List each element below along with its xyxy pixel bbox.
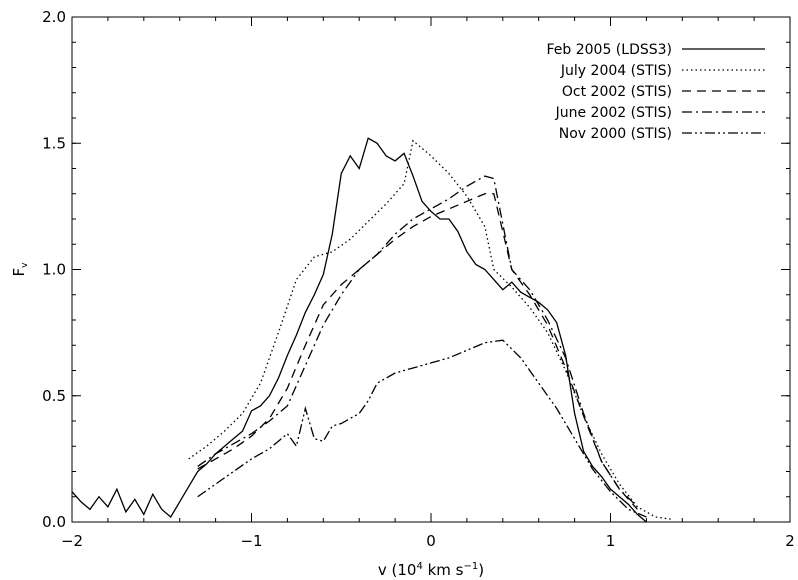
y-tick-label: 1.5 [42,134,66,152]
series-line [197,175,638,508]
y-axis-ticks: 0.0 0.5 1.0 1.5 2.0 [42,8,790,531]
legend-label: Oct 2002 (STIS) [562,84,672,100]
legend-label: Nov 2000 (STIS) [559,126,672,142]
x-axis-label: v (104 km s−1) [378,561,484,579]
series-line [71,137,647,523]
legend-label: July 2004 (STIS) [560,63,672,79]
y-tick-label: 0.0 [42,513,66,531]
plot-frame [71,16,791,523]
legend: Feb 2005 (LDSS3) July 2004 (STIS) Oct 2002… [546,42,765,142]
y-tick-label: 2.0 [42,8,66,26]
x-tick-label: −2 [61,532,83,550]
y-tick-label: 1.0 [42,261,66,279]
series-layer [71,137,674,523]
x-tick-label: 1 [606,532,616,550]
x-tick-label: 0 [426,532,436,550]
x-tick-label: −1 [240,532,262,550]
series-line [188,139,674,521]
legend-label: June 2002 (STIS) [555,105,672,121]
series-line [197,193,638,510]
legend-label: Feb 2005 (LDSS3) [546,42,672,58]
y-tick-label: 0.5 [42,387,66,405]
series-line [197,339,647,518]
y-axis-label: Fv [10,262,30,277]
x-tick-label: 2 [785,532,795,550]
x-axis-ticks: −2 −1 0 1 2 [61,17,795,550]
